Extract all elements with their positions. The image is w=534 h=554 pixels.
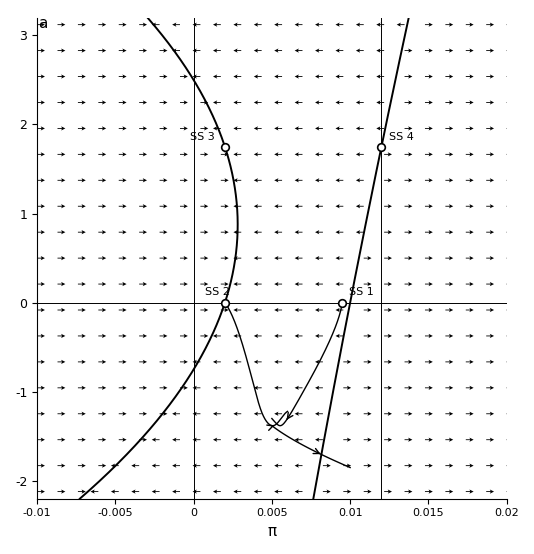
Text: SS 4: SS 4 xyxy=(389,132,414,142)
Text: SS 1: SS 1 xyxy=(349,286,373,296)
Text: SS 3: SS 3 xyxy=(191,132,215,142)
Text: SS 2: SS 2 xyxy=(205,286,230,296)
X-axis label: π: π xyxy=(268,524,277,539)
Text: a: a xyxy=(38,16,47,31)
